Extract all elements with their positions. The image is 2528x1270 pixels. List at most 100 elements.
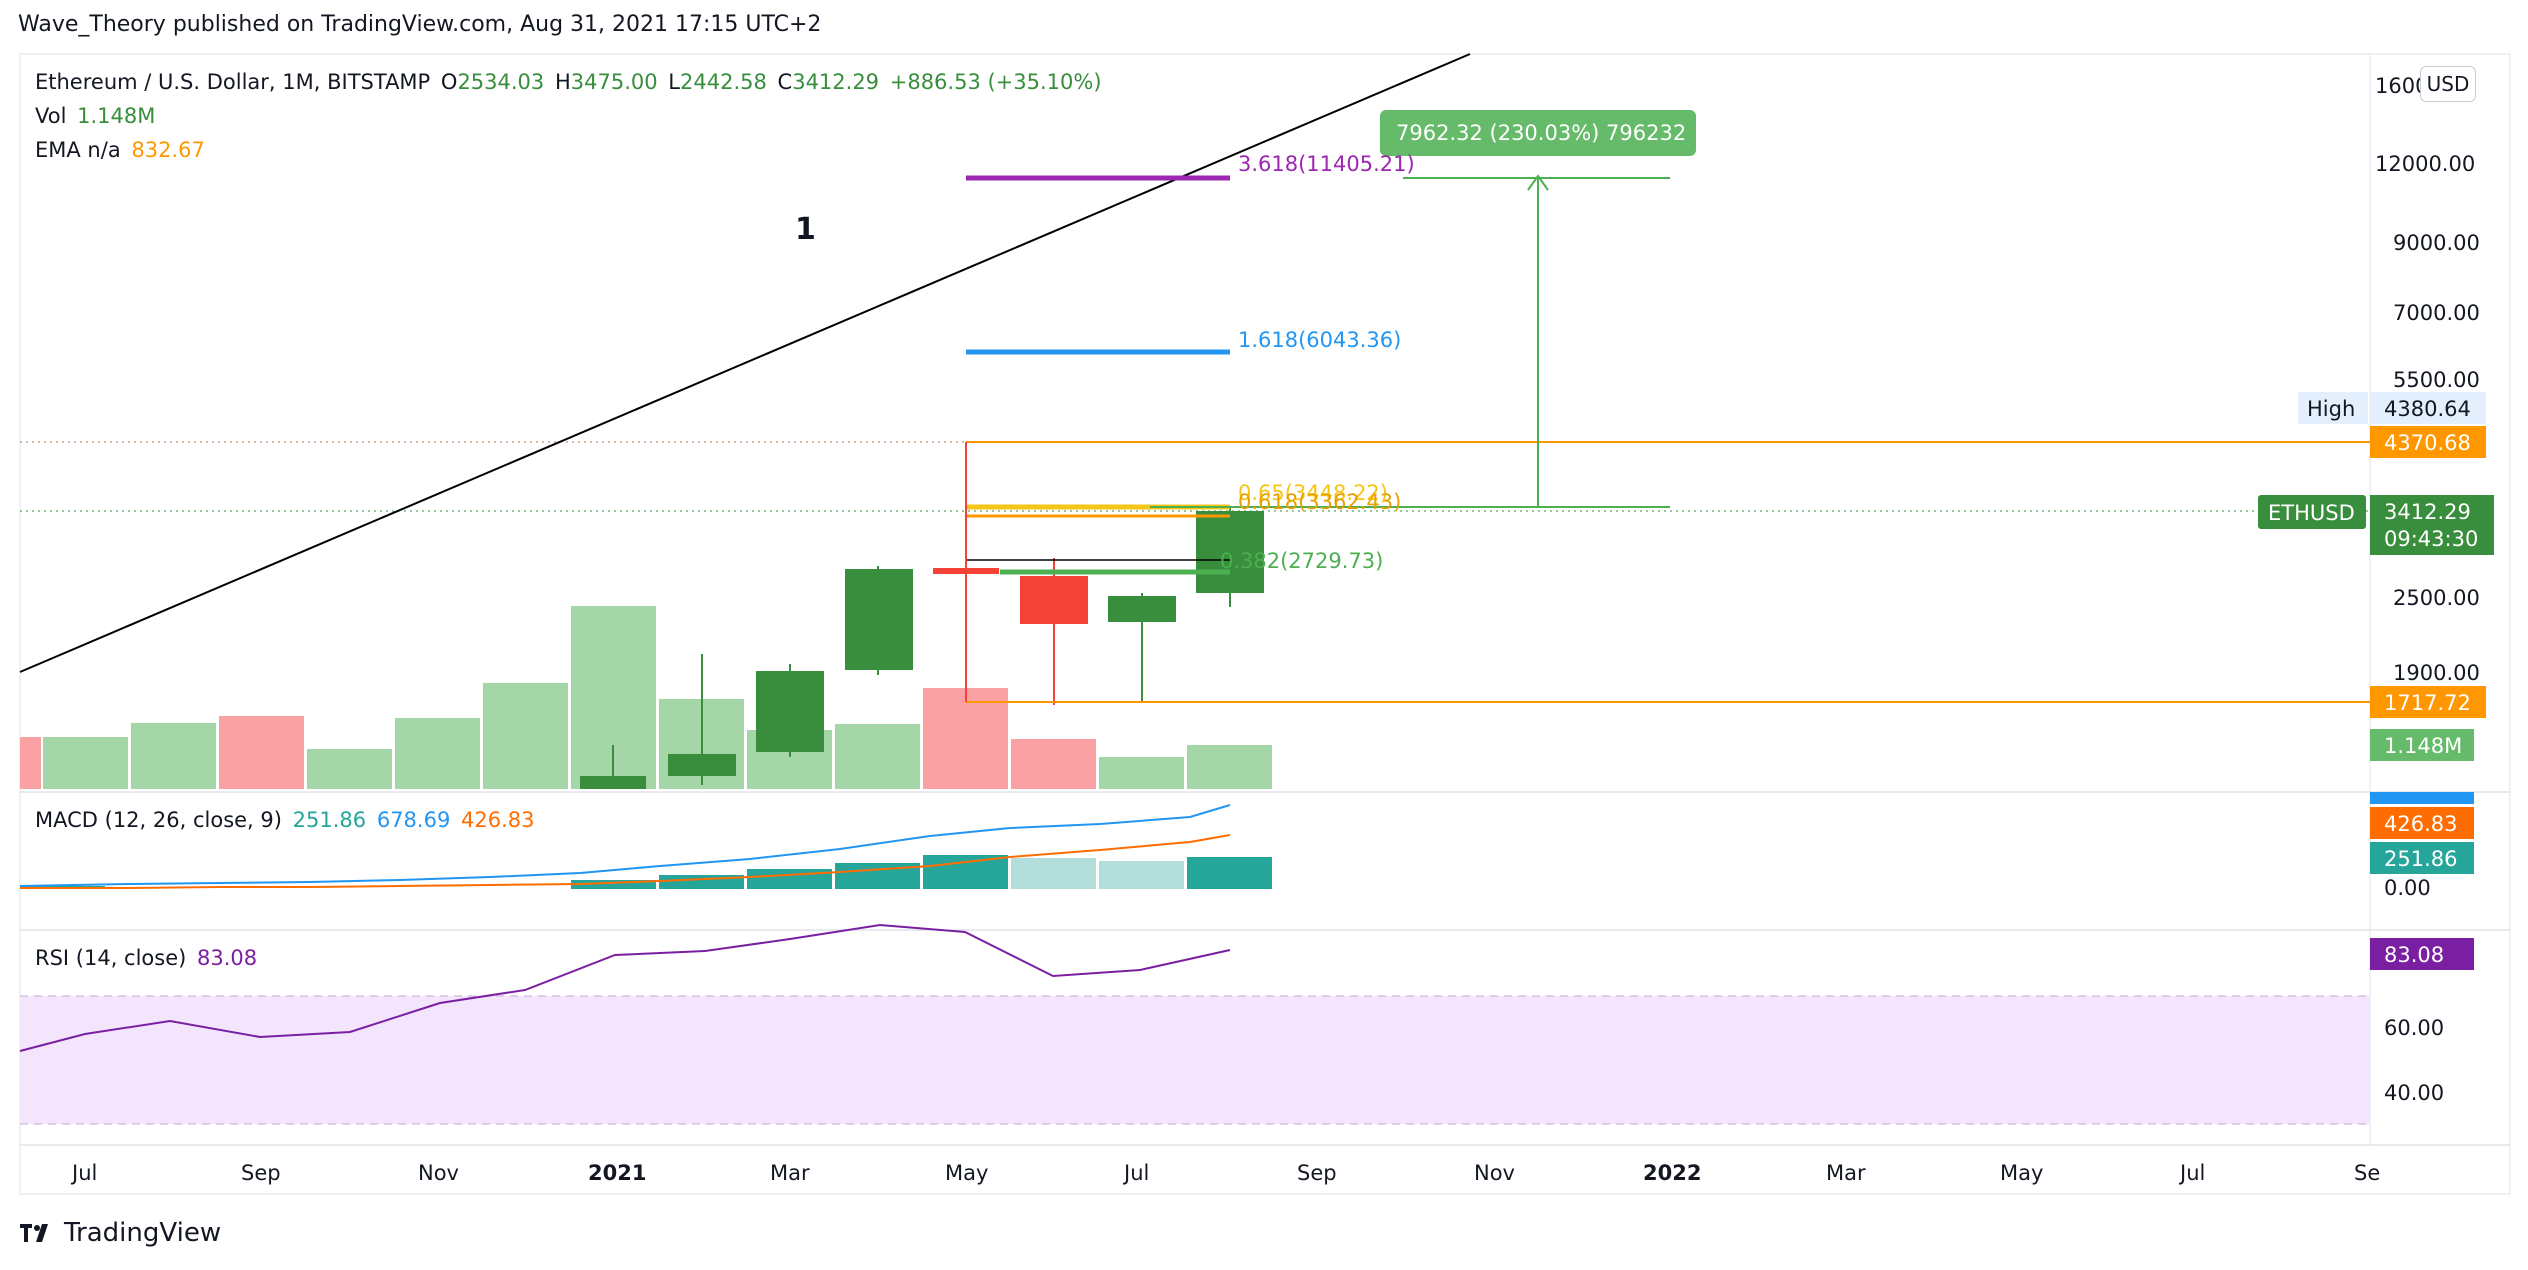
time-tick: Mar (1826, 1161, 1866, 1185)
ohlc-close-label: C (777, 70, 793, 94)
ohlc-low-label: L (668, 70, 680, 94)
price-tick: 7000.00 (2393, 301, 2480, 325)
time-tick: 2021 (588, 1161, 646, 1185)
current-price: 3412.29 (2384, 500, 2471, 524)
price-tick: 9000.00 (2393, 231, 2480, 255)
hist-box (2370, 842, 2474, 874)
candle-body (580, 776, 646, 789)
ohlc-low: 2442.58 (680, 70, 767, 94)
volume-bar (1011, 739, 1096, 789)
rsi-tick: 40.00 (2384, 1081, 2444, 1105)
measure-label: 7962.32 (230.03%) 796232 (1396, 121, 1686, 145)
macd-zero: 0.00 (2384, 876, 2431, 900)
volume-legend[interactable]: Vol 1.148M (35, 104, 159, 128)
ema-label: EMA n/a (35, 138, 121, 162)
ohlc-change: +886.53 (+35.10%) (889, 70, 1102, 94)
ohlc-open-label: O (440, 70, 458, 94)
vol-label: Vol (35, 104, 67, 128)
volume-bar (1187, 745, 1272, 789)
tradingview-logo-icon (20, 1224, 48, 1242)
price-tick: 5500.00 (2393, 368, 2480, 392)
brand-name: TradingView (64, 1218, 222, 1248)
publish-header: Wave_Theory published on TradingView.com… (18, 12, 822, 37)
volume-bar (20, 737, 41, 789)
rsi-band (20, 996, 2370, 1124)
high-value-box (2370, 392, 2486, 424)
fib-label-0618: 0.618(3362.43) (1238, 490, 1401, 514)
ethusd-label-box (2258, 495, 2366, 529)
signal-line (20, 834, 1231, 889)
chart-frame (19, 53, 2511, 1195)
volume-bar (483, 683, 568, 789)
rsi-value: 83.08 (197, 946, 258, 970)
time-axis: Jul Sep Nov 2021 Mar May Jul Sep Nov 202… (70, 1161, 2380, 1185)
high-value: 4380.64 (2384, 397, 2471, 421)
price-tick: 12000.00 (2375, 152, 2475, 176)
orange-bottom-box (2370, 686, 2486, 718)
fib-retracement[interactable] (966, 175, 1230, 575)
rsi-value-box (2370, 938, 2474, 970)
price-axis-ticks: 16000.00 12000.00 9000.00 7000.00 5500.0… (2375, 74, 2480, 685)
currency-button[interactable]: USD (2420, 66, 2476, 102)
time-tick: May (945, 1161, 988, 1185)
macd-histogram (20, 855, 1272, 889)
wave-count-label: 1 (795, 212, 816, 247)
trend-line[interactable] (19, 53, 1471, 673)
time-tick: Se (2354, 1161, 2380, 1185)
rsi-axis-value: 83.08 (2384, 943, 2444, 967)
price-range-measure[interactable] (1150, 110, 1696, 508)
countdown: 09:43:30 (2384, 527, 2478, 551)
macd-signal-value: 426.83 (461, 808, 535, 832)
fib-label-3618: 3.618(11405.21) (1238, 152, 1415, 176)
time-tick: Sep (241, 1161, 281, 1185)
volume-bar (131, 723, 216, 789)
candle-body (756, 671, 824, 752)
fib-label-065: 0.65(3448.22) (1238, 481, 1388, 505)
volume-bar (395, 718, 480, 789)
volume-value: 1.148M (2384, 734, 2462, 758)
orange-top-box (2370, 426, 2486, 458)
rsi-line (19, 923, 1231, 1052)
fib-label-1618: 1.618(6043.36) (1238, 328, 1401, 352)
candle-body (668, 754, 736, 776)
macd-legend[interactable]: MACD (12, 26, close, 9) 251.86 678.69 42… (35, 808, 538, 832)
signal-value: 426.83 (2384, 812, 2457, 836)
time-tick: Jul (2178, 1161, 2205, 1185)
tradingview-logo[interactable]: TradingView (20, 1218, 221, 1248)
high-label-box (2298, 392, 2368, 424)
fib-label-0382: 0.382(2729.73) (1220, 549, 1383, 573)
candle-body (1108, 596, 1176, 622)
price-tick: 2500.00 (2393, 586, 2480, 610)
time-tick: May (2000, 1161, 2043, 1185)
candles (580, 507, 1264, 789)
ohlc-close: 3412.29 (792, 70, 880, 94)
volume-bar (835, 724, 920, 789)
symbol-name: Ethereum / U.S. Dollar, 1M, BITSTAMP (35, 70, 431, 94)
time-tick: Mar (770, 1161, 810, 1185)
macd-line (19, 804, 1231, 887)
orange-top-value: 4370.68 (2384, 431, 2471, 455)
volume-bar (307, 749, 392, 789)
ema-value: 832.67 (131, 138, 205, 162)
candle-body (1020, 576, 1088, 624)
time-tick: Jul (70, 1161, 97, 1185)
candle-body (845, 569, 913, 670)
orange-bottom-value: 1717.72 (2384, 691, 2471, 715)
rsi-legend[interactable]: RSI (14, close) 83.08 (35, 946, 261, 970)
ohlc-high: 3475.00 (570, 70, 658, 94)
high-label: High (2307, 397, 2355, 421)
time-tick: Nov (418, 1161, 459, 1185)
macd-label: MACD (12, 26, close, 9) (35, 808, 282, 832)
ethusd-label: ETHUSD (2268, 501, 2355, 525)
ema-legend[interactable]: EMA n/a 832.67 (35, 138, 209, 162)
macd-line-value: 678.69 (376, 808, 451, 832)
price-tick: 1900.00 (2393, 661, 2480, 685)
volume-bars (20, 606, 1272, 789)
volume-bar (219, 716, 304, 789)
time-tick: 2022 (1643, 1161, 1701, 1185)
volume-box (2370, 729, 2474, 761)
ohlc-high-label: H (554, 70, 571, 94)
time-tick: Nov (1474, 1161, 1515, 1185)
symbol-legend[interactable]: Ethereum / U.S. Dollar, 1M, BITSTAMP O25… (35, 70, 1106, 94)
macd-line-box (2370, 792, 2474, 804)
